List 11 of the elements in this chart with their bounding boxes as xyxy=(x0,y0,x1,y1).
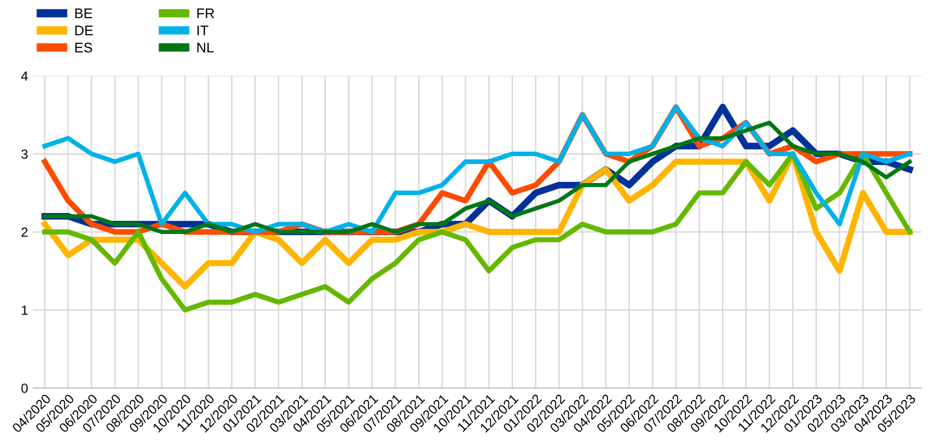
legend-label: FR xyxy=(197,8,214,18)
y-tick-label: 2 xyxy=(22,227,28,237)
legend-label: BE xyxy=(75,8,92,18)
y-tick-label: 0 xyxy=(21,384,28,393)
legend-label: NL xyxy=(197,42,214,52)
legend-label: IT xyxy=(198,26,208,36)
legend-label: ES xyxy=(75,42,92,52)
y-tick-label: 4 xyxy=(21,72,28,81)
y-tick-label: 3 xyxy=(21,149,28,159)
legend-label: DE xyxy=(75,26,93,36)
y-tick-label: 1 xyxy=(22,306,28,315)
